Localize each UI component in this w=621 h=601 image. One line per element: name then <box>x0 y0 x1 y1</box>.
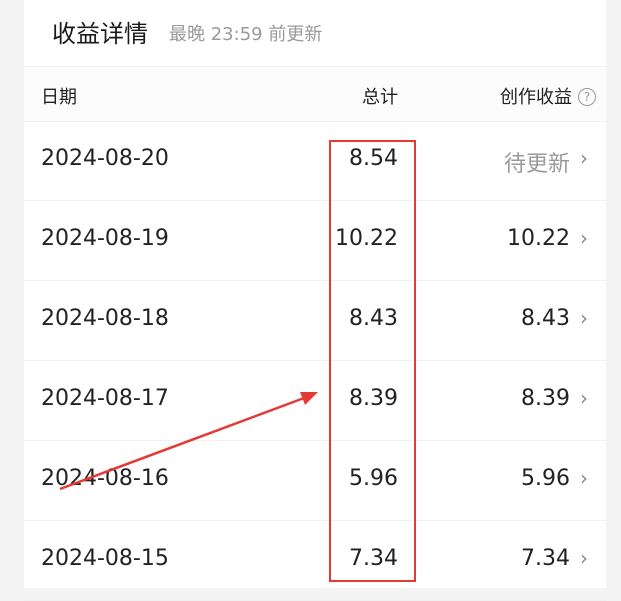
table-row[interactable]: 2024-08-16 5.96 5.96 › <box>24 440 606 521</box>
table-row[interactable]: 2024-08-18 8.43 8.43 › <box>24 280 606 361</box>
row-total: 8.43 <box>349 306 398 331</box>
column-date: 日期 <box>41 87 77 108</box>
row-date: 2024-08-18 <box>41 306 169 331</box>
question-circle-icon[interactable]: ? <box>578 88 596 106</box>
update-note: 最晚 23:59 前更新 <box>169 24 323 45</box>
row-total: 5.96 <box>349 466 398 491</box>
row-earnings: 7.34 <box>521 546 570 571</box>
chevron-right-icon[interactable]: › <box>580 466 588 490</box>
row-earnings: 8.39 <box>521 386 570 411</box>
earnings-card: 收益详情 最晚 23:59 前更新 日期 总计 创作收益? 2024-08-20… <box>24 0 606 601</box>
row-earnings: 10.22 <box>507 226 570 251</box>
highlight-box <box>329 140 416 582</box>
row-date: 2024-08-20 <box>41 146 169 171</box>
row-total: 10.22 <box>335 226 398 251</box>
row-earnings: 5.96 <box>521 466 570 491</box>
arrow-annotation <box>59 392 318 491</box>
row-earnings: 待更新 <box>503 152 570 177</box>
arrow-line <box>59 396 305 491</box>
table-header: 日期 总计 创作收益? <box>24 66 606 122</box>
row-total: 8.54 <box>349 146 398 171</box>
table-row[interactable]: 2024-08-17 8.39 8.39 › <box>24 360 606 441</box>
table-row[interactable]: 2024-08-19 10.22 10.22 › <box>24 200 606 281</box>
chevron-right-icon[interactable]: › <box>580 546 588 570</box>
chevron-right-icon[interactable]: › <box>580 146 588 170</box>
chevron-right-icon[interactable]: › <box>580 226 588 250</box>
page-title: 收益详情 <box>52 20 148 48</box>
column-earnings: 创作收益? <box>500 83 596 109</box>
column-total: 总计 <box>362 87 398 108</box>
row-date: 2024-08-19 <box>41 226 169 251</box>
chevron-right-icon[interactable]: › <box>580 306 588 330</box>
title-bar: 收益详情 最晚 23:59 前更新 <box>24 0 606 66</box>
row-total: 7.34 <box>349 546 398 571</box>
arrow-head-icon <box>300 392 318 405</box>
row-date: 2024-08-17 <box>41 386 169 411</box>
chevron-right-icon[interactable]: › <box>580 386 588 410</box>
table-row[interactable]: 2024-08-20 8.54 待更新 › <box>24 120 606 201</box>
row-total: 8.39 <box>349 386 398 411</box>
row-date: 2024-08-15 <box>41 546 169 571</box>
column-earnings-label: 创作收益 <box>500 87 572 108</box>
row-earnings: 8.43 <box>521 306 570 331</box>
